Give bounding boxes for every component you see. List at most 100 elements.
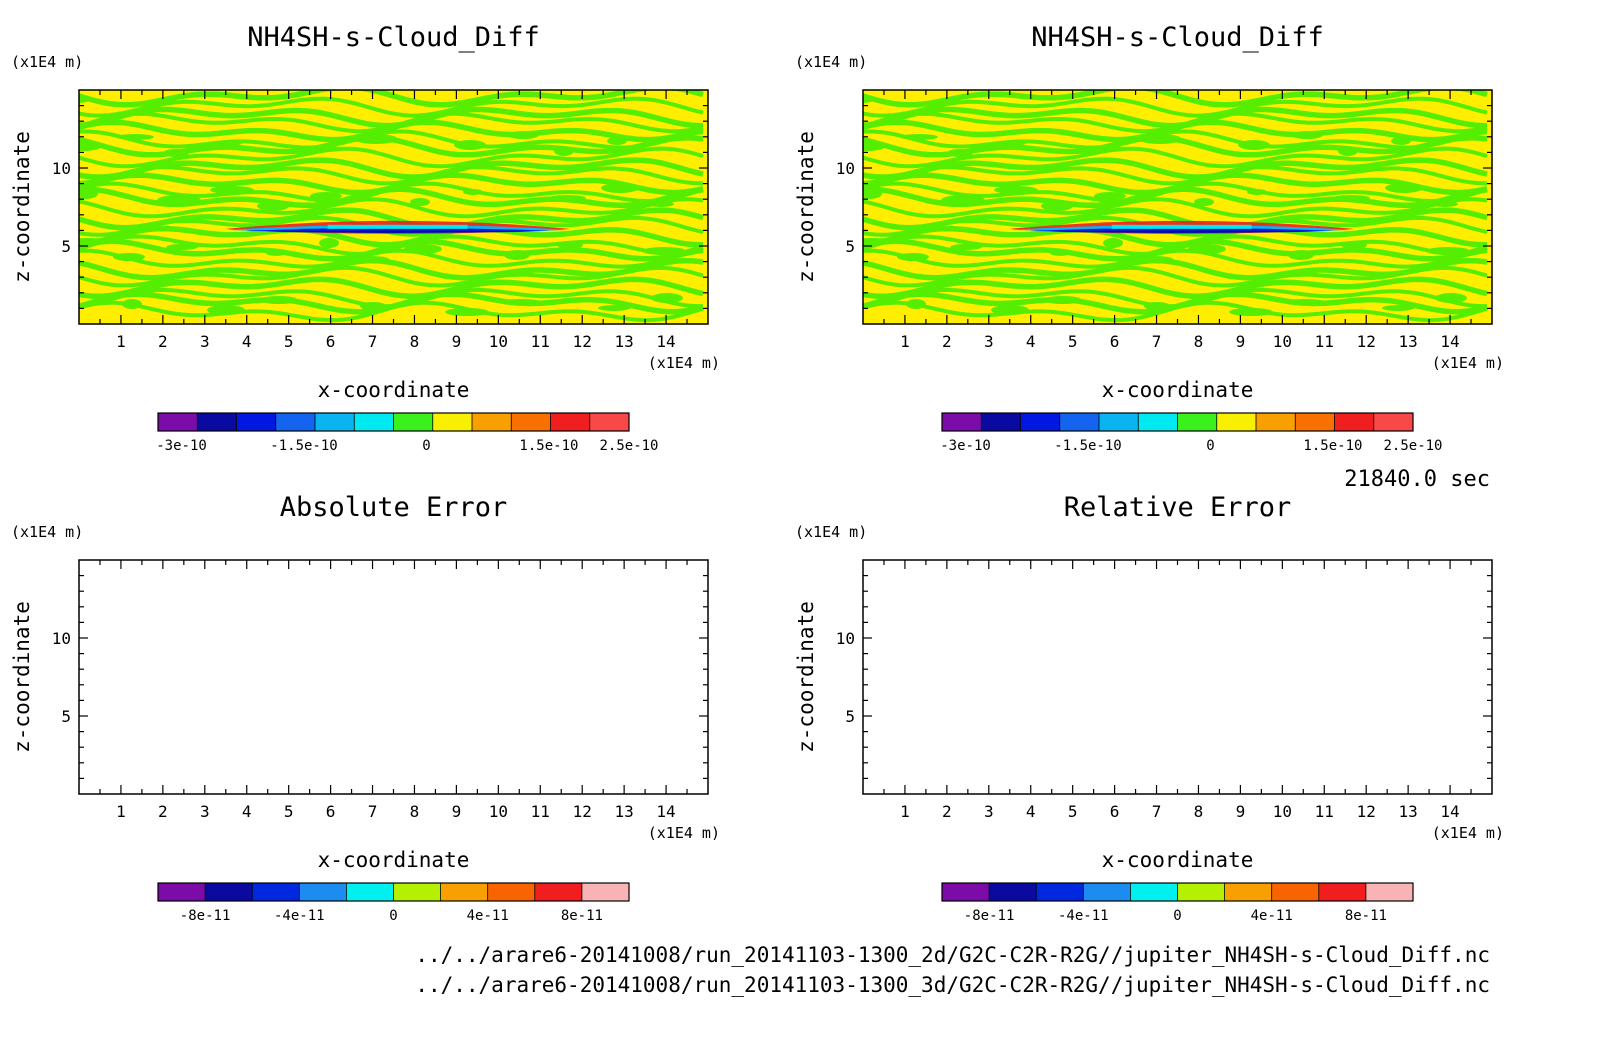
y-tick-label: 10 (836, 629, 855, 648)
colorbar-swatch (1224, 883, 1273, 901)
colorbar-swatch (942, 413, 982, 431)
x-tick-label: 8 (1194, 332, 1204, 351)
colorbar-label: 8e-11 (1345, 908, 1387, 924)
colorbar-swatch (1334, 413, 1375, 431)
colorbar-swatch (534, 883, 583, 901)
colorbar-label: -3e-10 (940, 438, 991, 454)
colorbar-swatch (1271, 883, 1320, 901)
colorbar: -3e-10 -1.5e-10 0 1.5e-10 2.5e-10 (156, 412, 659, 454)
colorbar-label: 0 (1206, 438, 1214, 454)
chart-title: NH4SH-s-Cloud_Diff (1031, 22, 1324, 53)
colorbar-swatch (1099, 413, 1139, 431)
y-tick-label: 5 (845, 237, 855, 256)
colorbar-swatch (942, 883, 990, 901)
colorbar-swatch (487, 883, 536, 901)
y-tick-label: 10 (836, 159, 855, 178)
colorbar-swatch (1036, 883, 1084, 901)
x-tick-label: 14 (656, 802, 675, 821)
x-tick-label: 2 (942, 332, 952, 351)
chart-panel-1: 1 2 3 4 5 6 7 8 9 10 11 12 13 14510NH4SH-s-Cloud_Diff… (10, 22, 720, 454)
x-tick-label: 7 (1152, 802, 1162, 821)
x-tick-label: 13 (1399, 332, 1418, 351)
colorbar-swatch (354, 413, 394, 431)
colorbar-label: 0 (389, 908, 397, 924)
x-axis-label: x-coordinate (1102, 378, 1254, 402)
x-tick-label: 14 (1440, 802, 1459, 821)
colorbar-label: 4e-11 (1251, 908, 1293, 924)
x-tick-label: 12 (1357, 802, 1376, 821)
x-tick-label: 11 (1315, 802, 1334, 821)
x-axis-label: x-coordinate (318, 378, 470, 402)
colorbar-label: 2.5e-10 (1383, 438, 1442, 454)
x-tick-label: 14 (1440, 332, 1459, 351)
file-path-1: ../../arare6-20141008/run_20141103-1300_… (415, 943, 1490, 967)
colorbar-swatch (346, 883, 394, 901)
colorbar-swatch (158, 413, 198, 431)
colorbar-swatch (252, 883, 300, 901)
colorbar-swatch (1130, 883, 1178, 901)
time-label: 21840.0 sec (1344, 467, 1490, 492)
x-unit-label: (x1E4 m) (648, 354, 720, 372)
plot-frame (862, 559, 1493, 795)
x-tick-label: 1 (900, 332, 910, 351)
colorbar-swatch (511, 413, 551, 431)
x-tick-label: 13 (1399, 802, 1418, 821)
y-unit-label: (x1E4 m) (11, 523, 83, 541)
colorbar-label: 8e-11 (561, 908, 603, 924)
colorbar-swatch (1295, 413, 1335, 431)
x-tick-label: 6 (1110, 332, 1120, 351)
x-tick-label: 8 (1194, 802, 1204, 821)
x-tick-label: 13 (615, 332, 634, 351)
colorbar-swatch (299, 883, 347, 901)
colorbar-label: 0 (422, 438, 430, 454)
colorbar-swatch (1059, 413, 1100, 431)
colorbar-swatch (315, 413, 355, 431)
y-axis-label: z-coordinate (10, 131, 34, 283)
x-tick-label: 5 (284, 802, 294, 821)
x-axis-label: x-coordinate (318, 848, 470, 872)
y-axis-label: z-coordinate (794, 601, 818, 753)
x-tick-label: 3 (984, 802, 994, 821)
colorbar-swatch (1318, 883, 1367, 901)
x-tick-label: 4 (242, 332, 252, 351)
colorbar-swatch (581, 883, 630, 901)
colorbar-swatch (550, 413, 591, 431)
y-unit-label: (x1E4 m) (11, 53, 83, 71)
colorbar-swatch (1177, 413, 1218, 431)
colorbar-swatch (1365, 883, 1414, 901)
x-tick-label: 1 (116, 802, 126, 821)
colorbar-swatch (393, 883, 442, 901)
colorbar-label: 2.5e-10 (599, 438, 658, 454)
colorbar: -3e-10 -1.5e-10 0 1.5e-10 2.5e-10 (940, 412, 1443, 454)
x-tick-label: 4 (1026, 332, 1036, 351)
file-path-2: ../../arare6-20141008/run_20141103-1300_… (415, 973, 1490, 997)
y-unit-label: (x1E4 m) (795, 523, 867, 541)
colorbar-swatch (589, 413, 630, 431)
x-tick-label: 2 (158, 332, 168, 351)
x-axis-label: x-coordinate (1102, 848, 1254, 872)
y-tick-label: 5 (61, 707, 71, 726)
colorbar-label: -8e-11 (180, 908, 231, 924)
chart-title: NH4SH-s-Cloud_Diff (247, 22, 540, 53)
colorbar: -8e-11 -4e-11 0 4e-11 8e-11 (941, 882, 1414, 924)
x-tick-label: 7 (368, 802, 378, 821)
colorbar-swatch (158, 883, 206, 901)
colorbar-swatch (1177, 883, 1226, 901)
x-tick-label: 6 (1110, 802, 1120, 821)
colorbar-swatch (393, 413, 434, 431)
x-tick-label: 7 (368, 332, 378, 351)
x-unit-label: (x1E4 m) (1432, 354, 1504, 372)
x-tick-label: 6 (326, 332, 336, 351)
x-tick-label: 6 (326, 802, 336, 821)
x-tick-label: 3 (200, 332, 210, 351)
colorbar-label: -1.5e-10 (1054, 438, 1121, 454)
chart-title: Relative Error (1064, 492, 1292, 523)
y-axis-label: z-coordinate (794, 131, 818, 283)
colorbar-swatch (1256, 413, 1296, 431)
x-tick-label: 10 (489, 332, 508, 351)
colorbar-label: -8e-11 (964, 908, 1015, 924)
x-tick-label: 5 (1068, 332, 1078, 351)
x-unit-label: (x1E4 m) (1432, 824, 1504, 842)
